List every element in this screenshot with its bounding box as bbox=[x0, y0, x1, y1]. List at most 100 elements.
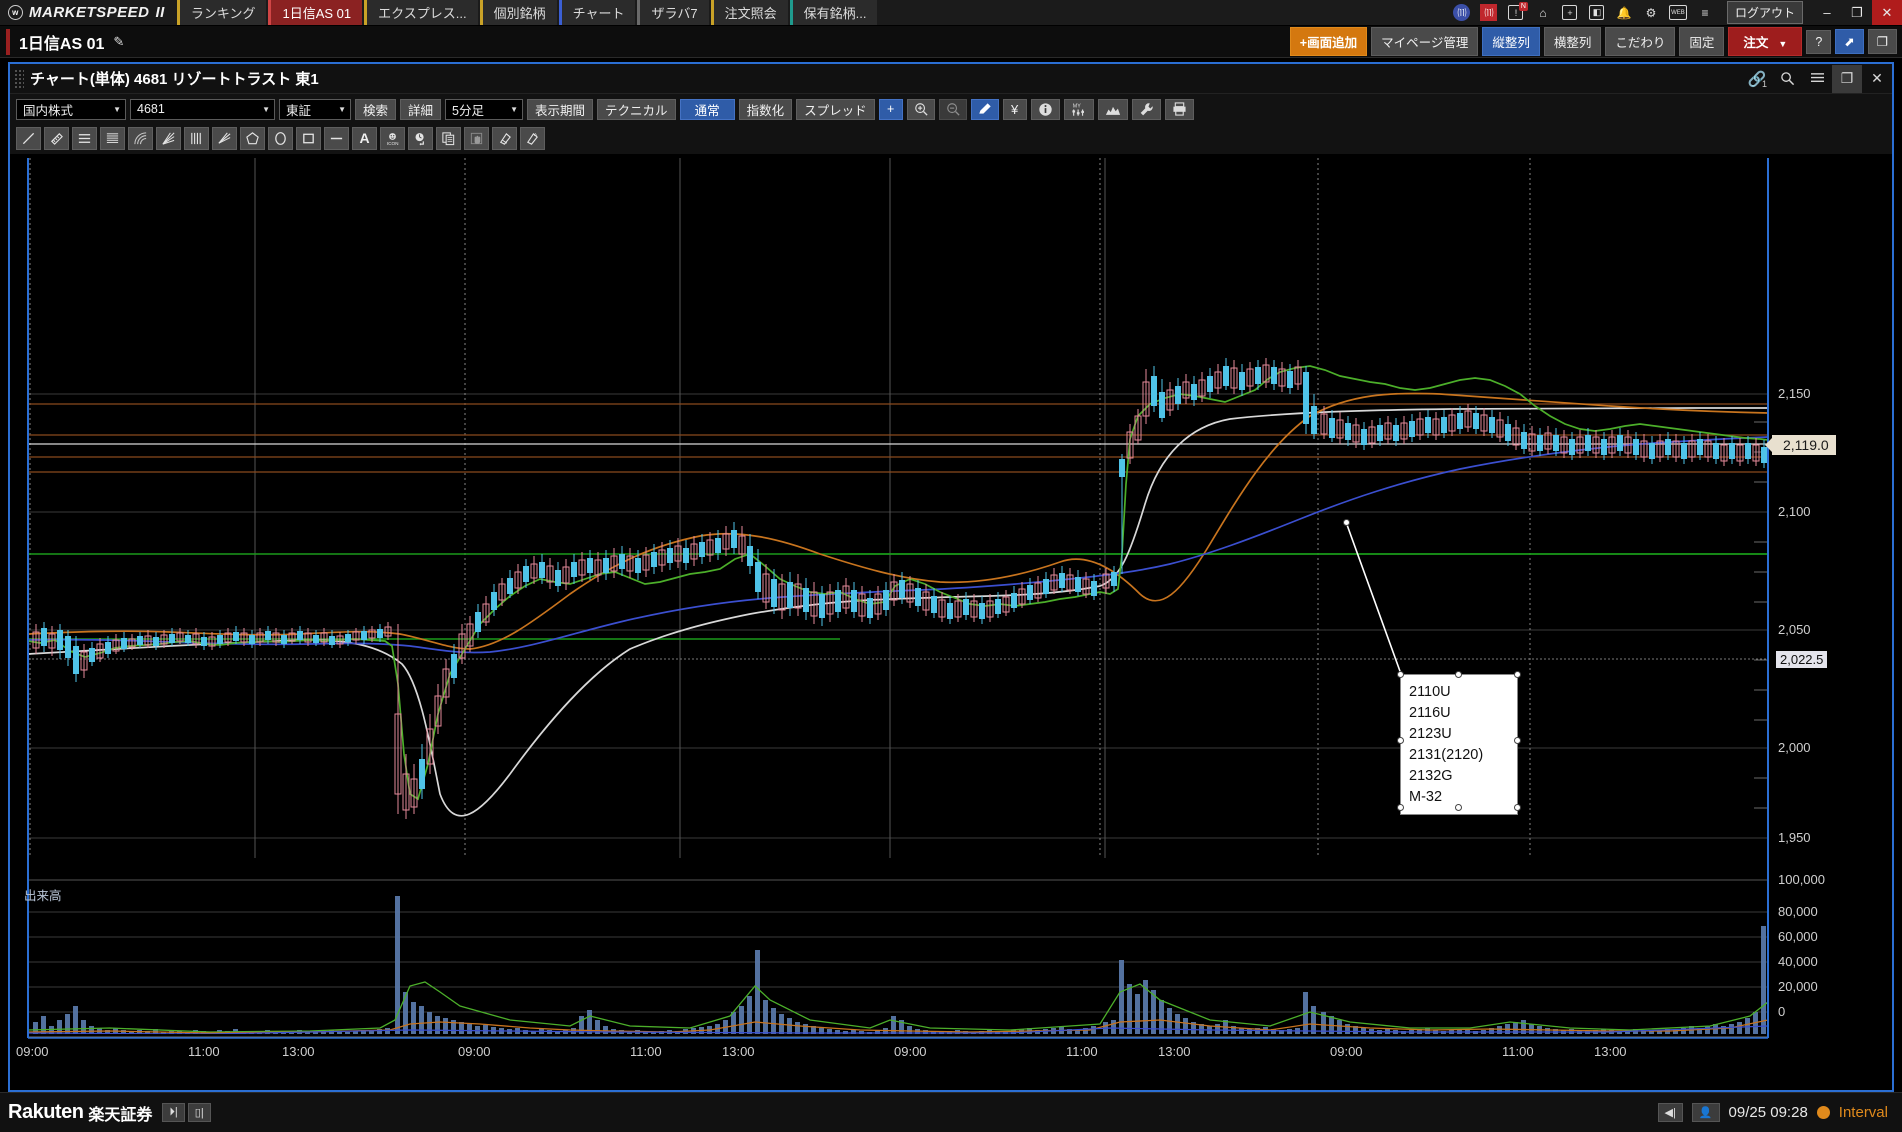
grid-lines-tool[interactable] bbox=[100, 126, 125, 150]
info-icon[interactable] bbox=[1030, 98, 1060, 120]
pencil-icon[interactable] bbox=[970, 98, 999, 120]
app-tab-chart[interactable]: チャート bbox=[558, 0, 636, 25]
app-tab-order-inquiry[interactable]: 注文照会 bbox=[710, 0, 788, 25]
display-period-button[interactable]: 表示期間 bbox=[527, 98, 594, 120]
chart-red-icon[interactable]: ⑾ bbox=[1480, 4, 1498, 22]
annotation-handle-mr[interactable] bbox=[1514, 737, 1521, 744]
technical-button[interactable]: テクニカル bbox=[597, 98, 676, 120]
annotation-handle-tl[interactable] bbox=[1397, 671, 1404, 678]
clock-tool[interactable] bbox=[408, 126, 433, 150]
index-mode-button[interactable]: 指数化 bbox=[738, 98, 793, 120]
link-icon[interactable]: 🔗 1 bbox=[1747, 70, 1767, 89]
help-button[interactable]: ? bbox=[1806, 29, 1832, 54]
window-icon[interactable]: ❐ bbox=[1867, 29, 1897, 54]
close-icon[interactable]: ✕ bbox=[1871, 70, 1883, 86]
collapse-icon[interactable]: ⏵| bbox=[162, 1103, 185, 1122]
gann-fan-tool[interactable] bbox=[212, 126, 237, 150]
annotation-handle-bl[interactable] bbox=[1397, 804, 1404, 811]
restore-icon[interactable]: ❐ bbox=[1851, 4, 1863, 20]
erase-all-tool[interactable]: A bbox=[520, 126, 545, 150]
pentagon-tool[interactable] bbox=[240, 126, 265, 150]
chart-window: チャート(単体) 4681 リゾートトラスト 東1 🔗 1 ❐ ✕ 国内株式 ▼ 4… bbox=[8, 62, 1894, 1092]
chart-blue-icon[interactable]: ⑾ bbox=[1453, 4, 1471, 22]
minimize-icon[interactable]: – bbox=[1823, 5, 1831, 20]
wrench-icon[interactable] bbox=[1131, 98, 1161, 120]
pencil-icon[interactable]: ✎ bbox=[113, 33, 125, 49]
detail-button[interactable]: 詳細 bbox=[400, 98, 442, 120]
app-tab-ranking[interactable]: ランキング bbox=[176, 0, 267, 25]
text-tool[interactable]: A bbox=[352, 126, 377, 150]
annotation-handle-br[interactable] bbox=[1514, 804, 1521, 811]
menu-icon[interactable]: ≡ bbox=[1701, 5, 1709, 20]
app-tab-express[interactable]: エクスプレス... bbox=[364, 0, 478, 25]
gear-icon[interactable]: ⚙ bbox=[1645, 5, 1657, 20]
annotation-handle-tr[interactable] bbox=[1514, 671, 1521, 678]
bell-icon[interactable]: 🔔 bbox=[1616, 5, 1632, 20]
search-icon[interactable] bbox=[1772, 65, 1802, 93]
app-tab-holdings[interactable]: 保有銘柄... bbox=[789, 0, 878, 25]
search-button[interactable]: 検索 bbox=[355, 98, 397, 120]
order-button[interactable]: 注文 ▼ bbox=[1728, 27, 1803, 56]
symbol-select[interactable]: 4681 ▼ bbox=[130, 98, 275, 120]
annotation-handle-ml[interactable] bbox=[1397, 737, 1404, 744]
rectangle-tool[interactable] bbox=[296, 126, 321, 150]
user-icon[interactable]: 👤 bbox=[1691, 1103, 1720, 1122]
preferences-button[interactable]: こだわり bbox=[1605, 27, 1676, 56]
home-icon[interactable]: ⌂ bbox=[1539, 5, 1547, 20]
hand-tool[interactable] bbox=[464, 126, 489, 150]
page-buttons: +画面追加 マイページ管理 縦整列 横整列 こだわり 固定 注文 ▼ ? ⬈ ❐ bbox=[1289, 27, 1902, 56]
panel-icon[interactable]: ▯| bbox=[187, 1103, 211, 1122]
icon-tool[interactable]: ICON bbox=[380, 126, 405, 150]
svg-text:A: A bbox=[534, 132, 538, 137]
print-icon[interactable] bbox=[1164, 98, 1194, 120]
arc-tool[interactable] bbox=[128, 126, 153, 150]
vertical-align-button[interactable]: 縦整列 bbox=[1482, 27, 1540, 56]
annotation-handle-tc[interactable] bbox=[1455, 671, 1462, 678]
horizontal-line-tool[interactable] bbox=[324, 126, 349, 150]
spread-mode-button[interactable]: スプレッド bbox=[796, 98, 875, 120]
restore-icon[interactable]: ❐ bbox=[1832, 64, 1862, 93]
my-indicator-icon[interactable]: MY bbox=[1063, 98, 1094, 120]
web-icon[interactable]: WEB bbox=[1668, 4, 1687, 22]
ellipse-tool[interactable] bbox=[268, 126, 293, 150]
app-tab-individual-stock[interactable]: 個別銘柄 bbox=[479, 0, 557, 25]
exchange-select[interactable]: 東証 ▼ bbox=[279, 98, 351, 120]
chart-plot-area[interactable]: 2,150 2,100 2,050 2,000 1,950 2,119.0 2,… bbox=[10, 154, 1892, 1090]
app-tab-zaraba7[interactable]: ザラバ7 bbox=[637, 0, 709, 25]
market-type-select[interactable]: 国内株式 ▼ bbox=[16, 98, 126, 120]
annotation-handle-bc[interactable] bbox=[1455, 804, 1462, 811]
zoom-in-icon[interactable] bbox=[906, 98, 935, 120]
split-window-icon[interactable]: ◧ bbox=[1588, 4, 1606, 22]
add-indicator-button[interactable]: + bbox=[878, 98, 903, 120]
mountain-chart-icon[interactable] bbox=[1097, 98, 1128, 120]
chart-text-annotation[interactable]: 2110U 2116U 2123U 2131(2120) 2132G M-32 bbox=[1400, 674, 1518, 815]
alert-icon[interactable]: ! N bbox=[1507, 1, 1528, 22]
mypage-manage-button[interactable]: マイページ管理 bbox=[1371, 27, 1479, 56]
ruler-tool[interactable] bbox=[44, 126, 69, 150]
horizontal-align-button[interactable]: 横整列 bbox=[1543, 27, 1602, 56]
add-window-icon[interactable]: + bbox=[1561, 4, 1579, 22]
copy-tool[interactable] bbox=[436, 126, 461, 150]
horizontal-lines-tool[interactable] bbox=[72, 126, 97, 150]
vertical-lines-tool[interactable] bbox=[184, 126, 209, 150]
interval-select[interactable]: 5分足 ▼ bbox=[445, 98, 524, 120]
fan-tool[interactable] bbox=[156, 126, 181, 150]
drag-grip[interactable] bbox=[14, 68, 24, 89]
line-tool[interactable] bbox=[16, 126, 41, 150]
logout-button[interactable]: ログアウト bbox=[1726, 1, 1803, 24]
add-screen-button[interactable]: +画面追加 bbox=[1289, 27, 1368, 56]
close-icon[interactable]: ✕ bbox=[1872, 0, 1902, 25]
trendline-handle-start[interactable] bbox=[1343, 519, 1350, 526]
zoom-out-icon[interactable] bbox=[938, 98, 967, 120]
order-button-label: 注文 bbox=[1743, 36, 1769, 50]
chart-window-title-bar: チャート(単体) 4681 リゾートトラスト 東1 🔗 1 ❐ ✕ bbox=[10, 64, 1892, 94]
share-arrow-icon[interactable]: ⬈ bbox=[1835, 29, 1864, 54]
chart-canvas[interactable] bbox=[10, 154, 1892, 1090]
yen-icon[interactable]: ¥ bbox=[1002, 98, 1027, 120]
back-icon[interactable]: ◀| bbox=[1657, 1103, 1683, 1122]
eraser-tool[interactable] bbox=[492, 126, 517, 150]
app-tab-1nichi-as-01[interactable]: 1日信AS 01 bbox=[268, 0, 363, 25]
menu-icon[interactable] bbox=[1802, 65, 1832, 93]
normal-mode-button[interactable]: 通常 bbox=[679, 98, 735, 120]
fix-button[interactable]: 固定 bbox=[1679, 27, 1725, 56]
